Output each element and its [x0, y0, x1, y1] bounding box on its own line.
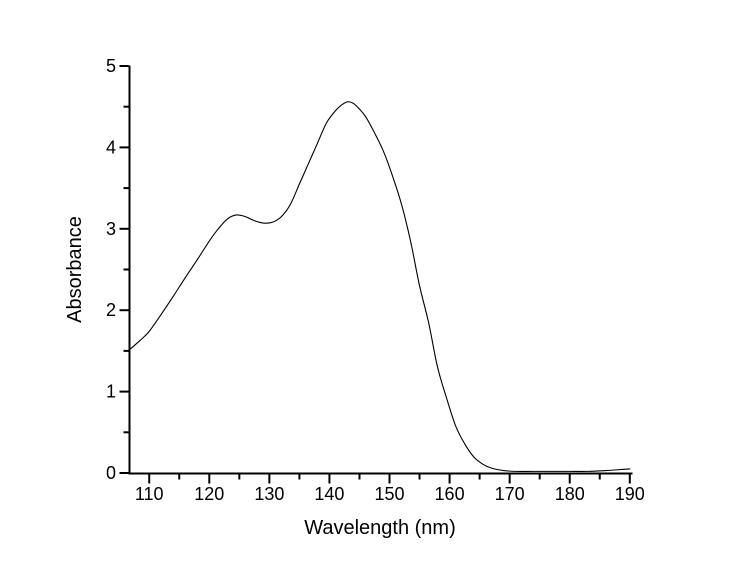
- x-tick-label: 170: [495, 484, 525, 504]
- y-tick-label: 4: [106, 137, 116, 157]
- x-tick-label: 180: [555, 484, 585, 504]
- x-tick-labels: 110 120 130 140 150 160 170 180 190: [135, 484, 645, 504]
- plot-area: [129, 101, 631, 472]
- x-tick-label: 190: [615, 484, 645, 504]
- spectrum-curve: [129, 101, 631, 472]
- x-tick-label: 160: [435, 484, 465, 504]
- x-tick-label: 110: [135, 484, 164, 504]
- y-tick-label: 0: [106, 463, 116, 483]
- x-tick-label: 120: [194, 484, 224, 504]
- y-axis: [119, 65, 131, 475]
- y-tick-label: 1: [106, 382, 116, 402]
- x-tick-label: 150: [374, 484, 404, 504]
- y-tick-label: 3: [106, 219, 116, 239]
- y-axis-title: Absorbance: [64, 216, 86, 323]
- y-tick-label: 5: [106, 56, 116, 76]
- y-tick-label: 2: [106, 300, 116, 320]
- x-axis: [128, 472, 633, 484]
- y-tick-labels: 0 1 2 3 4 5: [106, 56, 116, 483]
- x-tick-label: 140: [314, 484, 344, 504]
- x-tick-label: 130: [254, 484, 284, 504]
- x-axis-title: Wavelength (nm): [304, 517, 456, 539]
